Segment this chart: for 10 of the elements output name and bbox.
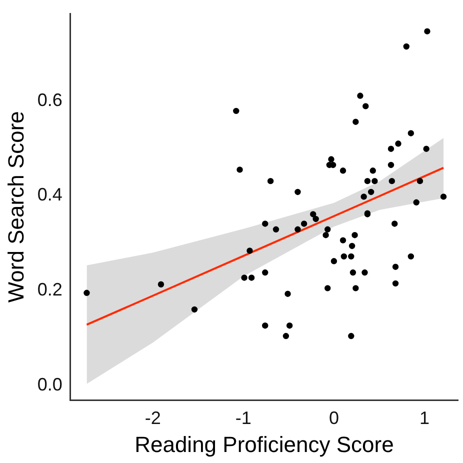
y-tick-label: 0.4 [37,184,62,205]
x-tick-label: 0 [328,408,339,428]
y-tick-label: 0.0 [37,374,62,394]
x-axis-title: Reading Proficiency Score [134,432,394,457]
x-tick-label: -2 [144,408,161,428]
y-tick-label: 0.2 [37,280,62,300]
x-tick-label: -1 [235,408,252,428]
y-axis-title: Word Search Score [3,111,28,303]
y-tick-label: 0.6 [37,90,62,110]
x-tick-label: 1 [419,408,430,428]
